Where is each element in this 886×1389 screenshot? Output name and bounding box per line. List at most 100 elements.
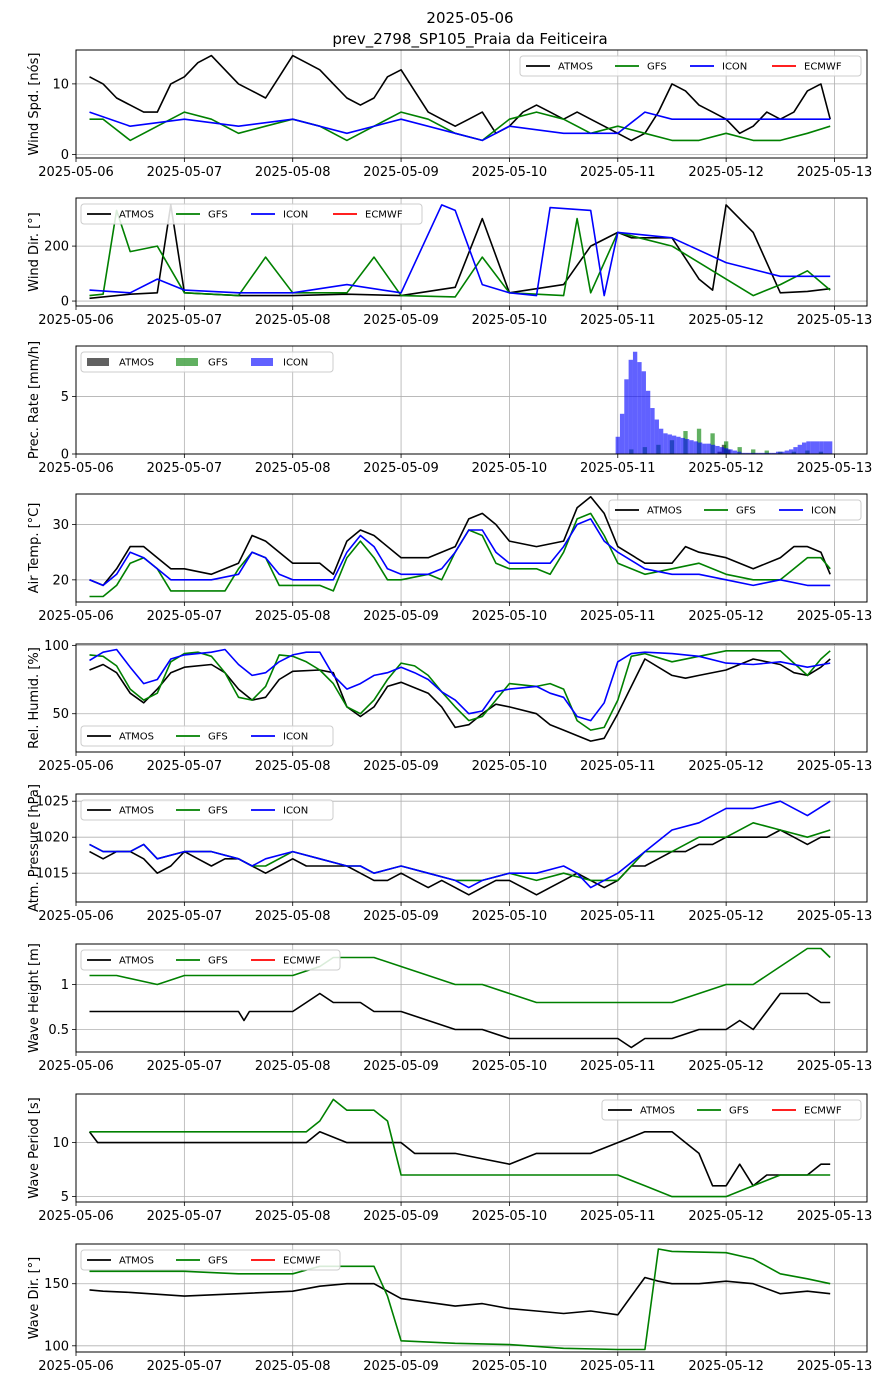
panel-3: 2025-05-06 2025-05-07 2025-05-08 2025-05-09… (27, 493, 873, 624)
bar-icon (689, 440, 694, 454)
panel-2-xtick-label: 2025-05-11 (580, 461, 656, 476)
bar-icon (775, 451, 781, 454)
panel-5-ylabel: Atm. Pressure [hPa] (27, 784, 42, 912)
legend-label-icon: ICON (283, 210, 308, 221)
legend-label-atmos: ATMOS (119, 1256, 154, 1267)
panel-7-data (88, 1098, 831, 1198)
legend-label-gfs: GFS (208, 956, 228, 967)
panel-5-xtick-label: 2025-05-06 (38, 909, 114, 924)
bar-icon (754, 452, 759, 454)
bar-gfs (737, 447, 742, 454)
panel-4-legend: ATMOS GFS ICON (80, 725, 334, 747)
panel-5-xtick-label: 2025-05-07 (147, 909, 223, 924)
panel-8-xtick-label: 2025-05-12 (688, 1359, 764, 1374)
bar-icon (667, 434, 672, 454)
legend-label-atmos: ATMOS (119, 358, 154, 369)
panel-6-xtick-label: 2025-05-12 (688, 1059, 764, 1074)
panel-3-xtick-label: 2025-05-08 (255, 609, 331, 624)
legend-label-ecmwf: ECMWF (804, 62, 842, 73)
bar-icon (637, 362, 642, 454)
panel-4-xtick-label: 2025-05-07 (147, 759, 223, 774)
panel-4: 2025-05-06 2025-05-07 2025-05-08 2025-05-09… (27, 639, 872, 774)
line-atmos (89, 658, 831, 742)
panel-3-frame (75, 493, 868, 603)
bar-icon (650, 408, 655, 454)
panel-4-data (89, 648, 831, 742)
panel-4-xtick-label: 2025-05-10 (472, 759, 548, 774)
bar-icon (728, 449, 733, 454)
legend-box (608, 499, 862, 521)
legend-box (601, 1099, 862, 1121)
legend-label-gfs: GFS (208, 806, 228, 817)
panel-8-data (89, 1248, 831, 1351)
panel-0-legend: ATMOS GFS ICON ECMWF (519, 55, 862, 77)
legend-label-atmos: ATMOS (119, 210, 154, 221)
panel-0-xtick-label: 2025-05-08 (255, 165, 331, 180)
bar-icon (801, 442, 807, 454)
line-icon (89, 800, 831, 889)
panel-5-xtick-label: 2025-05-12 (688, 909, 764, 924)
panel-7-ytick-label: 10 (52, 1136, 69, 1151)
figure-subtitle: prev_2798_SP105_Praia da Feiticeira (332, 30, 607, 49)
legend-swatch-atmos (87, 358, 109, 366)
bar-icon (645, 390, 651, 454)
panel-8-xtick-label: 2025-05-10 (472, 1359, 548, 1374)
bar-icon (788, 449, 794, 454)
bar-icon (710, 444, 716, 454)
panel-6-xtick-label: 2025-05-13 (797, 1059, 873, 1074)
panel-0-ytick-label: 10 (52, 77, 69, 92)
legend-label-atmos: ATMOS (647, 506, 682, 517)
panel-5-xtick-label: 2025-05-10 (472, 909, 548, 924)
bar-icon (624, 379, 629, 454)
line-icon (89, 518, 831, 587)
bar-icon (680, 437, 685, 454)
bar-icon (684, 439, 690, 454)
legend-label-atmos: ATMOS (119, 732, 154, 743)
panel-0-frame (75, 49, 868, 159)
legend-label-ecmwf: ECMWF (283, 1256, 321, 1267)
panel-2-ylabel: Prec. Rate [mm/h] (27, 341, 42, 459)
panel-0-xtick-label: 2025-05-06 (38, 165, 114, 180)
panel-3-xtick-label: 2025-05-13 (797, 609, 873, 624)
panel-7-xtick-label: 2025-05-08 (255, 1209, 331, 1224)
panel-5-legend: ATMOS GFS ICON (80, 799, 334, 821)
bar-icon (819, 441, 824, 454)
panel-4-xtick-label: 2025-05-13 (797, 759, 873, 774)
panel-0: 2025-05-06 2025-05-07 2025-05-08 2025-05-09… (27, 49, 872, 180)
panel-5-frame (75, 793, 868, 903)
bar-gfs (696, 428, 702, 454)
bar-icon (736, 451, 742, 454)
panel-8-ytick-label: 100 (44, 1339, 69, 1354)
bar-icon (615, 436, 620, 454)
panel-2: 2025-05-06 2025-05-07 2025-05-08 2025-05-09… (27, 341, 872, 476)
bar-icon (741, 452, 746, 454)
legend-label-icon: ICON (283, 806, 308, 817)
panel-7-ylabel: Wave Period [s] (27, 1097, 42, 1198)
panel-1-xtick-label: 2025-05-11 (580, 313, 656, 328)
legend-label-gfs: GFS (736, 506, 756, 517)
legend-label-gfs: GFS (729, 1106, 749, 1117)
panel-5-xtick-label: 2025-05-13 (797, 909, 873, 924)
bar-icon (663, 433, 668, 454)
bar-gfs (710, 433, 715, 454)
legend-box (80, 799, 334, 821)
panel-3-xtick-label: 2025-05-06 (38, 609, 114, 624)
panel-8-frame (75, 1243, 868, 1353)
bar-icon (780, 451, 785, 454)
panel-1-ylabel: Wind Dir. [°] (27, 212, 42, 292)
bar-icon (758, 452, 763, 454)
panel-4-xtick-label: 2025-05-12 (688, 759, 764, 774)
legend-label-icon: ICON (283, 358, 308, 369)
panel-0-xtick-label: 2025-05-12 (688, 165, 764, 180)
legend-label-gfs: GFS (208, 1256, 228, 1267)
panel-7-frame (75, 1093, 868, 1203)
panel-8-xtick-label: 2025-05-13 (797, 1359, 873, 1374)
panel-3-data (89, 495, 831, 598)
panel-7-xtick-label: 2025-05-09 (363, 1209, 439, 1224)
panel-0-xtick-label: 2025-05-09 (363, 165, 439, 180)
panel-1-xtick-label: 2025-05-08 (255, 313, 331, 328)
bar-icon (706, 443, 711, 454)
panel-6-ytick-label: 1 (61, 978, 69, 993)
line-gfs (89, 649, 831, 731)
